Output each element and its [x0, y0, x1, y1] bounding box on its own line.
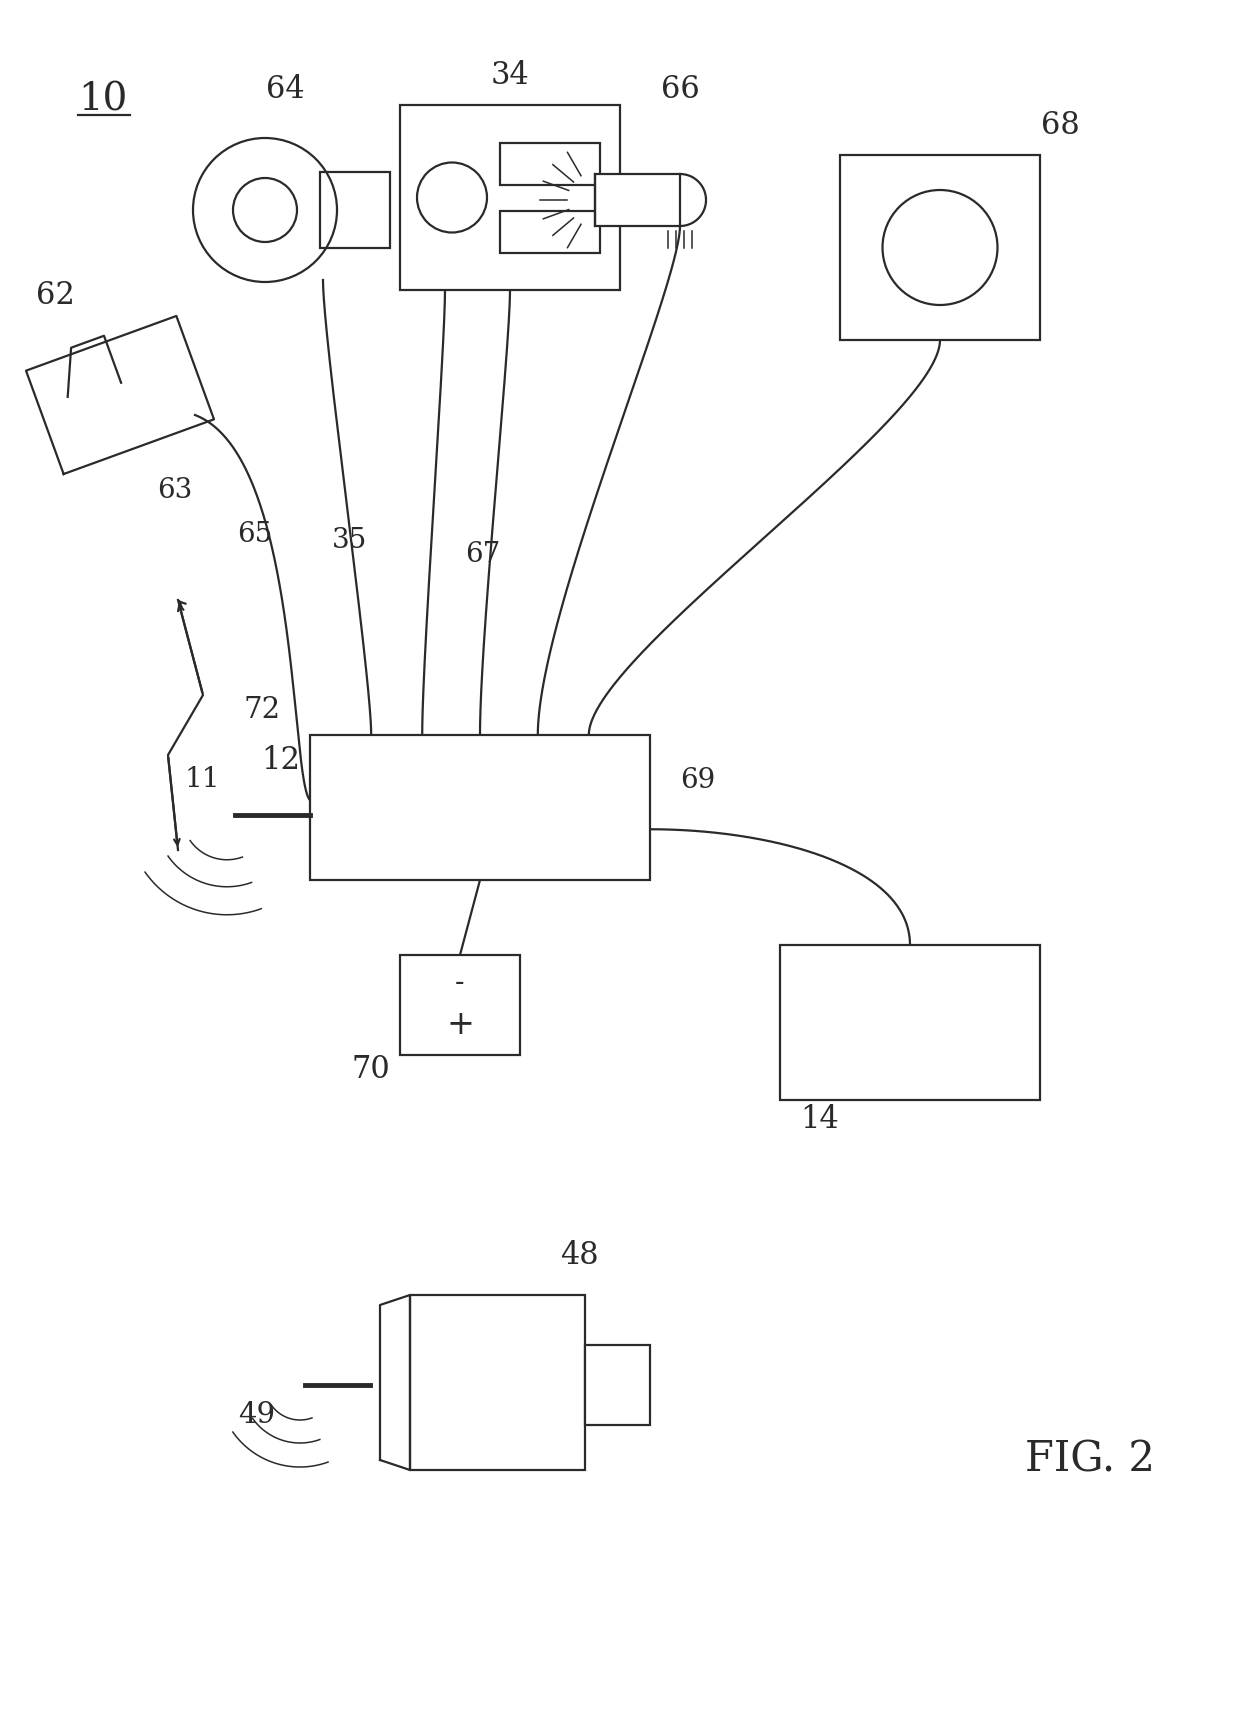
Text: 11: 11 [185, 765, 219, 793]
Bar [839, 155, 1040, 341]
Text: -: - [455, 970, 465, 996]
Text: 49: 49 [238, 1402, 275, 1429]
Text: 66: 66 [661, 74, 699, 105]
Text: 35: 35 [332, 526, 367, 554]
Text: 12: 12 [260, 745, 300, 776]
Bar [310, 734, 650, 881]
Text: 72: 72 [243, 697, 280, 724]
Text: 70: 70 [351, 1054, 391, 1085]
Text: 63: 63 [157, 476, 192, 504]
Text: 48: 48 [560, 1240, 599, 1271]
Text: +: + [446, 1010, 474, 1041]
Text: 10: 10 [78, 81, 128, 119]
Text: FIG. 2: FIG. 2 [1025, 1440, 1154, 1481]
Text: 14: 14 [800, 1104, 838, 1135]
Text: 68: 68 [1040, 110, 1079, 141]
Bar [401, 105, 620, 291]
Text: 67: 67 [465, 542, 501, 569]
Text: 62: 62 [36, 279, 74, 311]
Text: 34: 34 [491, 60, 529, 91]
Bar [585, 1345, 650, 1424]
Text: 69: 69 [680, 767, 715, 793]
Bar [320, 172, 391, 248]
Bar [500, 143, 600, 184]
Text: 64: 64 [265, 74, 304, 105]
Bar [595, 174, 680, 225]
Bar [410, 1295, 585, 1471]
Bar [500, 212, 600, 253]
Text: 65: 65 [237, 521, 273, 549]
Bar [401, 955, 520, 1054]
Bar [780, 944, 1040, 1101]
